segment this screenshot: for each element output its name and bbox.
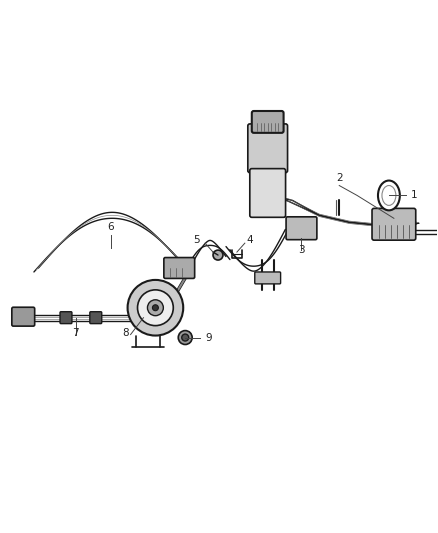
Circle shape	[138, 290, 173, 326]
FancyBboxPatch shape	[252, 111, 283, 133]
FancyBboxPatch shape	[250, 168, 286, 217]
Circle shape	[213, 250, 223, 260]
Text: 7: 7	[73, 328, 79, 337]
Circle shape	[152, 305, 159, 311]
Text: 3: 3	[298, 245, 305, 255]
FancyBboxPatch shape	[372, 208, 416, 240]
Circle shape	[148, 300, 163, 316]
FancyBboxPatch shape	[90, 312, 102, 324]
Text: 2: 2	[336, 173, 343, 182]
FancyBboxPatch shape	[286, 217, 317, 240]
Circle shape	[127, 280, 183, 336]
Text: 4: 4	[247, 235, 254, 245]
FancyBboxPatch shape	[255, 272, 281, 284]
Circle shape	[182, 334, 189, 341]
Text: 5: 5	[194, 235, 200, 245]
FancyBboxPatch shape	[164, 257, 194, 278]
Ellipse shape	[378, 181, 400, 211]
Text: 9: 9	[205, 333, 212, 343]
Text: 6: 6	[107, 222, 114, 232]
FancyBboxPatch shape	[60, 312, 72, 324]
FancyBboxPatch shape	[248, 124, 288, 173]
Ellipse shape	[382, 185, 396, 205]
Circle shape	[178, 330, 192, 344]
Text: 1: 1	[411, 190, 417, 200]
FancyBboxPatch shape	[12, 307, 35, 326]
Text: 8: 8	[122, 328, 129, 337]
